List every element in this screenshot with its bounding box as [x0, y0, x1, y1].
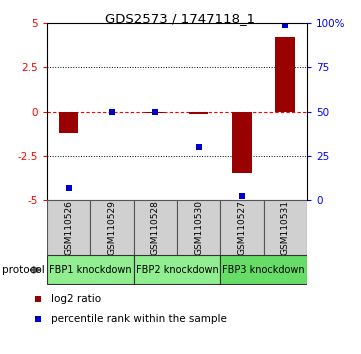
- Text: GSM110531: GSM110531: [281, 200, 290, 255]
- Point: [66, 185, 71, 190]
- Bar: [134, 200, 177, 255]
- Text: GSM110528: GSM110528: [151, 200, 160, 255]
- Text: GSM110526: GSM110526: [64, 200, 73, 255]
- Point: [35, 316, 41, 322]
- Bar: [220, 256, 307, 284]
- Bar: [145, 112, 165, 113]
- Bar: [59, 112, 78, 133]
- Bar: [232, 112, 252, 173]
- Text: GSM110527: GSM110527: [238, 200, 246, 255]
- Text: FBP1 knockdown: FBP1 knockdown: [49, 265, 131, 275]
- Text: GSM110530: GSM110530: [194, 200, 203, 255]
- Text: FBP3 knockdown: FBP3 knockdown: [222, 265, 305, 275]
- Text: FBP2 knockdown: FBP2 knockdown: [135, 265, 218, 275]
- Bar: [47, 200, 90, 255]
- Text: GDS2573 / 1747118_1: GDS2573 / 1747118_1: [105, 12, 256, 25]
- Bar: [134, 256, 220, 284]
- Point: [109, 109, 115, 114]
- Text: GSM110529: GSM110529: [108, 200, 116, 255]
- Text: percentile rank within the sample: percentile rank within the sample: [51, 314, 227, 324]
- Point: [35, 297, 41, 302]
- Bar: [189, 112, 208, 114]
- Text: log2 ratio: log2 ratio: [51, 295, 101, 304]
- Point: [196, 144, 201, 150]
- Text: protocol: protocol: [2, 265, 44, 275]
- Point: [152, 109, 158, 114]
- Point: [239, 194, 245, 199]
- Bar: [47, 256, 134, 284]
- Point: [282, 22, 288, 28]
- Bar: [220, 200, 264, 255]
- Bar: [90, 200, 134, 255]
- Bar: [275, 37, 295, 112]
- Bar: [177, 200, 220, 255]
- Bar: [264, 200, 307, 255]
